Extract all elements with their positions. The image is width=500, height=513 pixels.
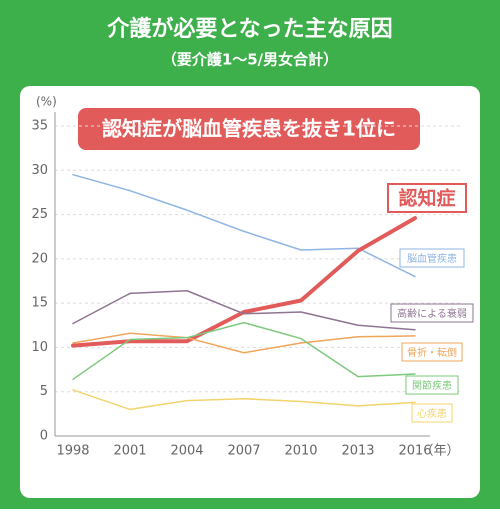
y-tick-label: 10 xyxy=(31,340,48,355)
y-tick-label: 30 xyxy=(31,163,48,178)
series-line xyxy=(72,389,416,411)
x-tick-label: 2007 xyxy=(227,444,260,459)
y-tick-label: 25 xyxy=(31,207,48,222)
x-tick-label: 2001 xyxy=(113,444,146,459)
y-unit: (%) xyxy=(36,95,57,109)
series-label: 高齢による衰弱 xyxy=(397,307,467,320)
panel xyxy=(20,86,480,498)
series-label-box xyxy=(401,342,463,362)
series-line xyxy=(71,216,417,348)
series-line xyxy=(72,332,416,354)
x-unit: （年） xyxy=(420,444,459,459)
series-line xyxy=(72,173,416,278)
series-label: 脳血管疾患 xyxy=(407,252,457,265)
y-tick-label: 0 xyxy=(40,429,48,444)
x-tick-label: 2010 xyxy=(284,444,317,459)
x-tick-label: 2016 xyxy=(398,444,431,459)
chart-title: 介護が必要となった主な原因 xyxy=(106,16,392,42)
x-tick-label: 2004 xyxy=(170,444,203,459)
y-tick-label: 15 xyxy=(31,296,48,311)
series-label-box xyxy=(387,183,467,213)
series-label: 心疾患 xyxy=(417,407,447,420)
annotation: 認知症が脳血管疾患を抜き1位に xyxy=(102,117,396,141)
x-tick-label: 2013 xyxy=(341,444,374,459)
y-tick-label: 35 xyxy=(31,119,48,134)
y-tick-label: 20 xyxy=(31,251,48,266)
x-tick-label: 1998 xyxy=(56,444,89,459)
series-label-box xyxy=(399,248,465,268)
series-line xyxy=(72,289,416,331)
series-line xyxy=(72,321,416,381)
y-tick-label: 5 xyxy=(40,384,48,399)
series-label: 関節疾患 xyxy=(412,379,452,392)
series-label: 骨折・転倒 xyxy=(407,346,457,359)
series-label-box xyxy=(405,375,459,395)
series-label-box xyxy=(390,303,474,323)
chart-subtitle: （要介護1～5/男女合計） xyxy=(162,51,338,69)
annotation-box xyxy=(78,108,420,150)
series-label-box xyxy=(411,403,453,423)
series-label: 認知症 xyxy=(398,187,455,210)
